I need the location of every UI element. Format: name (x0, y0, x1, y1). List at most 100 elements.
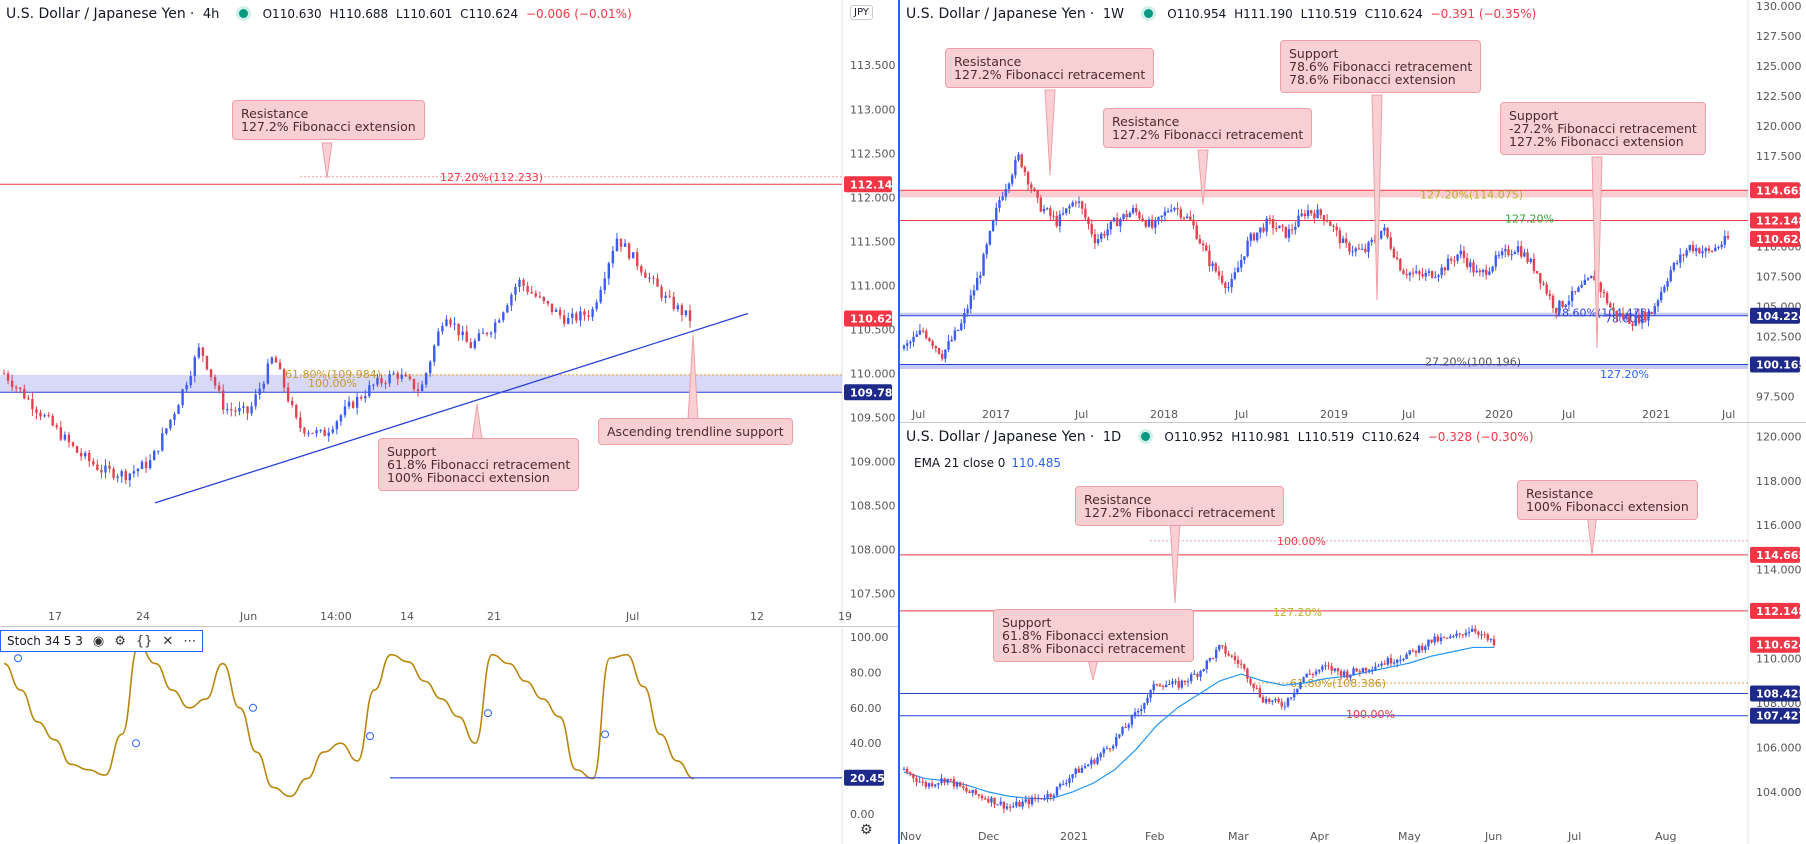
chart-pane-1w[interactable]: 130.000 127.500 125.000 122.500 120.000 117.5… (900, 0, 1806, 422)
pane-separator[interactable] (0, 626, 898, 627)
candle-body (1211, 263, 1214, 267)
timeframe-label[interactable]: 1D (1102, 430, 1122, 445)
settings-gear-icon[interactable]: ⚙ (860, 822, 873, 838)
candle-body (1243, 664, 1246, 669)
candle-body (1198, 238, 1202, 244)
candle-body (67, 434, 71, 443)
candle-body (952, 779, 956, 787)
candle-body (1103, 233, 1106, 236)
chart-pane-1d[interactable]: 120.000118.000116.000114.000112.000110.0… (900, 423, 1806, 844)
more-icon[interactable]: ⋯ (183, 633, 197, 649)
stoch-legend[interactable]: Stoch 34 5 3 ◉ ⚙ {} ✕ ⋯ (0, 630, 204, 652)
candle-body (1688, 245, 1692, 251)
candle-body (1364, 248, 1367, 252)
high-value: H111.190 (1234, 7, 1293, 21)
candle-body (648, 277, 651, 279)
price-tag-bg (1750, 707, 1800, 724)
time-axis-label: Jul (1721, 408, 1735, 421)
candle-body (1682, 254, 1685, 256)
price-axis-label: 111.500 (850, 235, 896, 248)
candle-body (1036, 190, 1039, 198)
time-axis-label: Nov (900, 830, 922, 843)
candle-body (1115, 737, 1118, 746)
candle-body (1446, 258, 1450, 271)
symbol-name[interactable]: U.S. Dollar / Japanese Yen (6, 6, 186, 22)
candle-body (1189, 216, 1192, 220)
candle-body (1445, 637, 1449, 639)
candle-body (1149, 690, 1152, 698)
gear-icon[interactable]: ⚙ (114, 633, 126, 649)
eye-icon[interactable]: ◉ (92, 633, 105, 649)
candle-body (1026, 172, 1030, 185)
candle-body (962, 786, 965, 788)
candle-body (404, 374, 408, 377)
candle-body (1452, 635, 1455, 637)
candle-body (1108, 748, 1112, 750)
candle-body (1290, 229, 1294, 231)
candle-body (1275, 228, 1278, 230)
candle-body (242, 406, 245, 409)
candle-body (611, 250, 615, 264)
callout-support-1w-b[interactable]: Support -27.2% Fibonacci retracement 127.2… (1500, 102, 1706, 155)
timeframe-label[interactable]: 1W (1102, 7, 1124, 22)
chart-4h-plot[interactable]: 113.500 113.000 112.500 112.000 111.500 111.0… (0, 0, 900, 624)
candle-body (1726, 236, 1730, 239)
callout-resistance-1d-b[interactable]: Resistance 100% Fibonacci extension (1517, 480, 1698, 520)
ema-indicator-legend[interactable]: EMA 21 close 0 110.485 (914, 456, 1061, 470)
candle-body (47, 415, 50, 417)
time-axis-label: Dec (978, 830, 999, 843)
candle-body (502, 312, 505, 321)
close-icon[interactable]: ✕ (162, 633, 174, 649)
callout-resistance-1w-b[interactable]: Resistance 127.2% Fibonacci retracement (1103, 108, 1313, 148)
candle-body (1548, 293, 1552, 296)
candle-body (1192, 219, 1195, 226)
callout-support-1d[interactable]: Support 61.8% Fibonacci extension 61.8% Fi… (993, 609, 1195, 662)
currency-button[interactable]: JPY (850, 5, 873, 20)
candle-body (1399, 659, 1402, 661)
candle-body (221, 390, 225, 410)
symbol-name[interactable]: U.S. Dollar / Japanese Yen (906, 429, 1086, 445)
candle-body (1349, 674, 1352, 678)
callout-resistance-1d-a[interactable]: Resistance 127.2% Fibonacci retracement (1075, 486, 1285, 526)
chart-pane-4h[interactable]: 113.500 113.000 112.500 112.000 111.500 111.0… (0, 0, 900, 624)
candle-body (958, 782, 962, 787)
callout-resistance-4h[interactable]: Resistance 127.2% Fibonacci extension (232, 100, 425, 140)
candle-body (937, 348, 941, 354)
candle-body (1322, 215, 1326, 221)
candle-body (656, 278, 659, 287)
pane-separator[interactable] (900, 422, 1806, 423)
candle-body (1299, 682, 1302, 689)
candle-body (35, 409, 38, 413)
candle-body (946, 778, 949, 783)
candle-body (291, 400, 294, 405)
time-axis-label: 24 (136, 610, 150, 623)
braces-icon[interactable]: {} (135, 633, 153, 649)
candle-body (1171, 681, 1174, 685)
layout-divider[interactable] (898, 0, 900, 844)
timeframe-label[interactable]: 4h (202, 7, 220, 22)
callout-line: 61.8% Fibonacci retracement (1002, 641, 1186, 656)
candle-body (1698, 248, 1701, 254)
chart-1w-plot[interactable]: 130.000 127.500 125.000 122.500 120.000 117.5… (900, 0, 1806, 422)
candle-body (990, 797, 993, 803)
callout-support-4h[interactable]: Support 61.8% Fibonacci retracement 100% F… (378, 438, 580, 491)
chart-1d-plot[interactable]: 120.000118.000116.000114.000112.000110.0… (900, 423, 1806, 844)
candle-body (930, 783, 934, 787)
callout-support-1w-a[interactable]: Support 78.6% Fibonacci retracement 78.6% … (1280, 40, 1482, 93)
time-axis-label: Aug (1655, 830, 1676, 843)
callout-trendline-4h[interactable]: Ascending trendline support (598, 418, 793, 445)
symbol-name[interactable]: U.S. Dollar / Japanese Yen (906, 6, 1086, 22)
candle-body (1202, 669, 1205, 672)
candle-body (1261, 697, 1265, 703)
candle-body (921, 781, 924, 783)
candle-body (1449, 636, 1452, 639)
candle-body (993, 797, 996, 805)
candle-body (1442, 637, 1446, 639)
candle-body (636, 252, 639, 267)
candle-body (1402, 658, 1405, 660)
callout-resistance-1w-a[interactable]: Resistance 127.2% Fibonacci retracement (945, 48, 1155, 88)
candle-body (1065, 782, 1068, 784)
candle-body (1405, 654, 1408, 659)
